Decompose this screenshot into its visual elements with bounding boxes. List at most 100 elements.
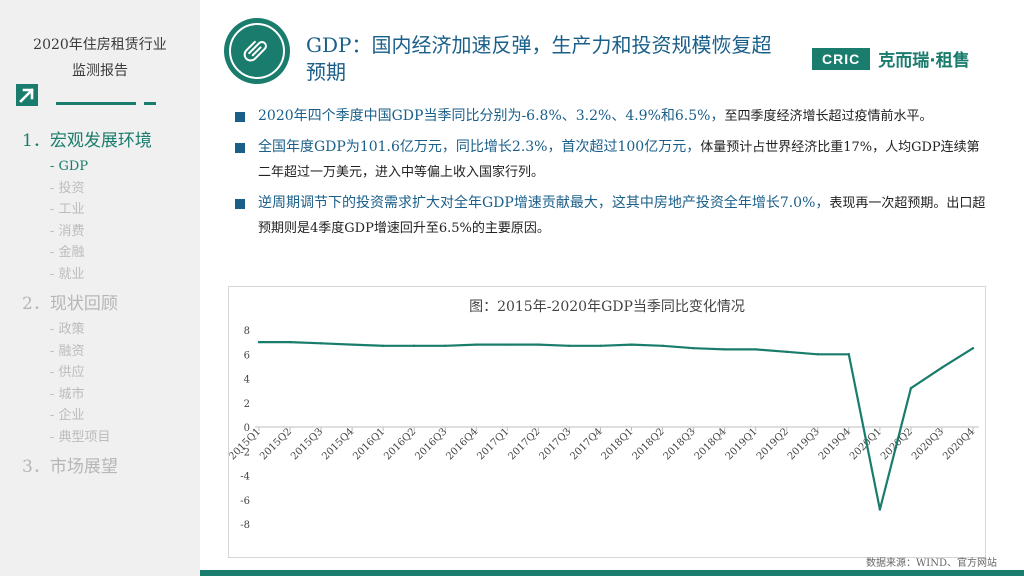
arrow-icon xyxy=(16,84,38,106)
gdp-line-chart: 图：2015年-2020年GDP当季同比变化情况 -8 -6 -4 -2 0 2 4 6 8 201… xyxy=(229,299,979,531)
data-point xyxy=(444,344,447,347)
sidebar-divider xyxy=(56,102,136,105)
x-tick-label: 2019Q4 xyxy=(817,426,853,462)
data-point xyxy=(816,353,819,356)
data-point xyxy=(847,353,851,356)
bullet-body: 至四季度经济增长超过疫情前水平。 xyxy=(724,109,933,124)
data-point xyxy=(381,344,385,347)
y-tick-label: 4 xyxy=(244,375,250,386)
report-title: 2020年住房租赁行业 监测报告 xyxy=(0,32,200,84)
bullet-body: 体量预计占世界经济比重17%，人均GDP连续第二年超过一万美元，进入中等偏上收入… xyxy=(258,140,980,180)
x-tick-label: 2017Q2 xyxy=(506,426,542,462)
x-tick-label: 2016Q2 xyxy=(382,426,418,462)
data-point xyxy=(971,346,975,350)
sidebar: 2020年住房租赁行业 监测报告 1．宏观发展环境 - GDP - 投资 - 工业 - … xyxy=(0,0,200,576)
x-tick-label: 2017Q1 xyxy=(475,426,511,462)
x-tick-label: 2018Q1 xyxy=(600,426,636,462)
data-point xyxy=(785,350,788,354)
sidebar-item[interactable]: - 消费 xyxy=(50,223,85,239)
bullet-item: 逆周期调节下的投资需求扩大对全年GDP增速贡献最大，这其中房地产投资全年增长7.… xyxy=(233,191,988,241)
x-tick-label: 2020Q3 xyxy=(910,426,946,462)
brand-badge: CRIC xyxy=(812,47,871,70)
data-point xyxy=(599,344,602,347)
data-point xyxy=(475,343,478,346)
data-point xyxy=(940,366,944,369)
x-tick-label: 2019Q2 xyxy=(755,426,791,462)
data-point xyxy=(537,343,540,346)
x-tick-label: 2017Q3 xyxy=(537,426,573,462)
bullet-square-icon xyxy=(235,112,245,122)
data-point xyxy=(630,343,633,346)
data-point xyxy=(909,387,913,390)
sidebar-gap xyxy=(22,482,198,486)
x-tick-label: 2019Q1 xyxy=(724,426,760,462)
x-tick-label: 2016Q3 xyxy=(413,426,449,462)
bullet-item: 全国年度GDP为101.6亿万元，同比增长2.3%，首次超过100亿万元，体量预… xyxy=(233,135,988,185)
x-tick-label: 2016Q4 xyxy=(444,426,480,462)
x-tick-label: 2019Q3 xyxy=(786,426,822,462)
sidebar-item[interactable]: - 融资 xyxy=(50,343,85,359)
bottom-accent-bar xyxy=(200,570,1024,576)
sidebar-divider-short xyxy=(144,102,156,105)
data-point xyxy=(568,344,571,347)
sidebar-section-3[interactable]: 3．市场展望 xyxy=(22,457,118,477)
y-tick-label: -8 xyxy=(240,520,250,531)
sidebar-item[interactable]: - 政策 xyxy=(50,322,85,337)
chart-title: 图：2015年-2020年GDP当季同比变化情况 xyxy=(469,299,745,315)
bullet-item: 2020年四个季度中国GDP当季同比分别为-6.8%、3.2%、4.9%和6.5… xyxy=(233,104,988,129)
sidebar-item[interactable]: - 投资 xyxy=(50,180,85,196)
x-tick-label: 2018Q3 xyxy=(662,426,698,462)
bullet-list: 2020年四个季度中国GDP当季同比分别为-6.8%、3.2%、4.9%和6.5… xyxy=(233,104,988,247)
data-point xyxy=(878,508,882,511)
y-tick-label: 2 xyxy=(244,399,250,410)
bullet-square-icon xyxy=(235,143,245,153)
sidebar-item[interactable]: - GDP xyxy=(50,159,89,174)
y-tick-label: -6 xyxy=(240,496,250,507)
bullet-body: 表现再一次超预期。出口超预期则是4季度GDP增速回升至6.5%的主要原因。 xyxy=(258,196,986,236)
data-point xyxy=(319,342,323,345)
x-tick-label: 2016Q1 xyxy=(351,426,387,462)
sidebar-item[interactable]: - 供应 xyxy=(50,365,85,380)
data-point xyxy=(723,348,726,351)
x-tick-label: 2015Q2 xyxy=(258,426,294,462)
x-tick-label: 2017Q4 xyxy=(569,426,605,462)
sidebar-item[interactable]: - 金融 xyxy=(50,245,85,260)
data-point xyxy=(257,340,261,344)
paperclip-icon xyxy=(224,18,290,84)
bullet-square-icon xyxy=(235,199,245,209)
y-tick-label: -2 xyxy=(240,447,250,458)
bullet-highlight: 全国年度GDP为101.6亿万元，同比增长2.3%，首次超过100亿万元， xyxy=(258,139,701,155)
y-tick-label: -4 xyxy=(240,472,250,483)
data-point xyxy=(661,344,664,347)
report-title-line1: 2020年住房租赁行业 xyxy=(33,37,167,53)
brand-logo: CRIC 克而瑞·租售 xyxy=(812,46,970,71)
sidebar-item[interactable]: - 工业 xyxy=(50,202,85,217)
x-tick-label: 2015Q4 xyxy=(320,426,356,462)
sidebar-item[interactable]: - 典型项目 xyxy=(50,429,111,445)
data-point xyxy=(754,348,757,351)
data-point xyxy=(350,343,354,346)
bullet-highlight: 2020年四个季度中国GDP当季同比分别为-6.8%、3.2%、4.9%和6.5… xyxy=(258,108,725,124)
x-tick-label: 2015Q3 xyxy=(289,426,325,462)
y-tick-label: 8 xyxy=(244,326,250,337)
x-tick-label: 2018Q2 xyxy=(631,426,667,462)
brand-name: 克而瑞·租售 xyxy=(878,51,970,71)
y-tick-label: 0 xyxy=(244,423,250,434)
y-tick-label: 6 xyxy=(244,350,250,361)
chart-container: 图：2015年-2020年GDP当季同比变化情况 -8 -6 -4 -2 0 2 4 6 8 201… xyxy=(228,286,986,558)
bullet-highlight: 逆周期调节下的投资需求扩大对全年GDP增速贡献最大，这其中房地产投资全年增长7.… xyxy=(258,195,830,211)
data-point xyxy=(288,340,292,344)
series-line xyxy=(259,340,974,511)
sidebar-nav: 1．宏观发展环境 - GDP - 投资 - 工业 - 消费 - 金融 - 就业 2．现状回顾 -… xyxy=(22,126,198,486)
sidebar-item[interactable]: - 企业 xyxy=(50,408,85,423)
sidebar-item[interactable]: - 就业 xyxy=(50,266,85,282)
data-point xyxy=(506,343,509,346)
page-title: GDP：国内经济加速反弹，生产力和投资规模恢复超预期 xyxy=(306,33,772,84)
sidebar-item[interactable]: - 城市 xyxy=(50,386,85,402)
x-tick-label: 2018Q4 xyxy=(693,426,729,462)
data-point xyxy=(413,344,416,347)
sidebar-section-1[interactable]: 1．宏观发展环境 xyxy=(22,131,152,151)
sidebar-section-2[interactable]: 2．现状回顾 xyxy=(22,294,118,314)
data-point xyxy=(692,346,695,350)
data-source: 数据来源：WIND、官方网站 xyxy=(866,558,997,569)
